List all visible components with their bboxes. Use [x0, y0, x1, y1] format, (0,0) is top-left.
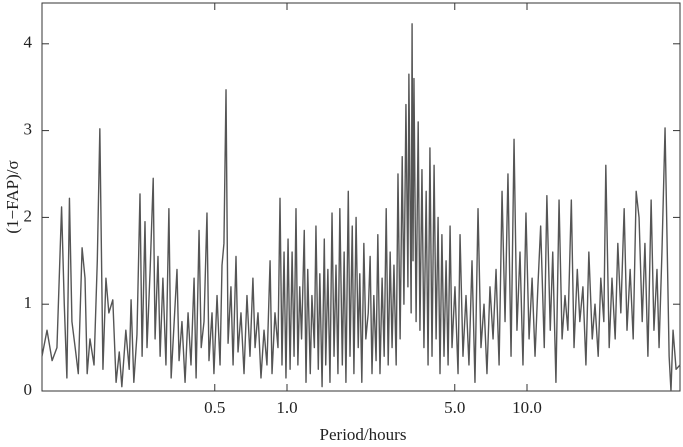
x-tick-label: 0.5 — [204, 398, 225, 417]
x-tick-label: 5.0 — [444, 398, 465, 417]
y-axis-label: (1−FAP)/σ — [3, 160, 22, 233]
y-tick-label: 2 — [24, 206, 33, 225]
y-tick-label: 4 — [24, 33, 33, 52]
x-tick-label: 1.0 — [276, 398, 297, 417]
series-line — [41, 23, 681, 392]
plot-frame — [41, 2, 681, 392]
x-tick-label: 10.0 — [512, 398, 542, 417]
y-tick-label: 1 — [24, 293, 33, 312]
y-tick-label: 0 — [24, 380, 33, 399]
x-axis-label: Period/hours — [320, 425, 407, 444]
y-tick-label: 3 — [24, 120, 33, 139]
